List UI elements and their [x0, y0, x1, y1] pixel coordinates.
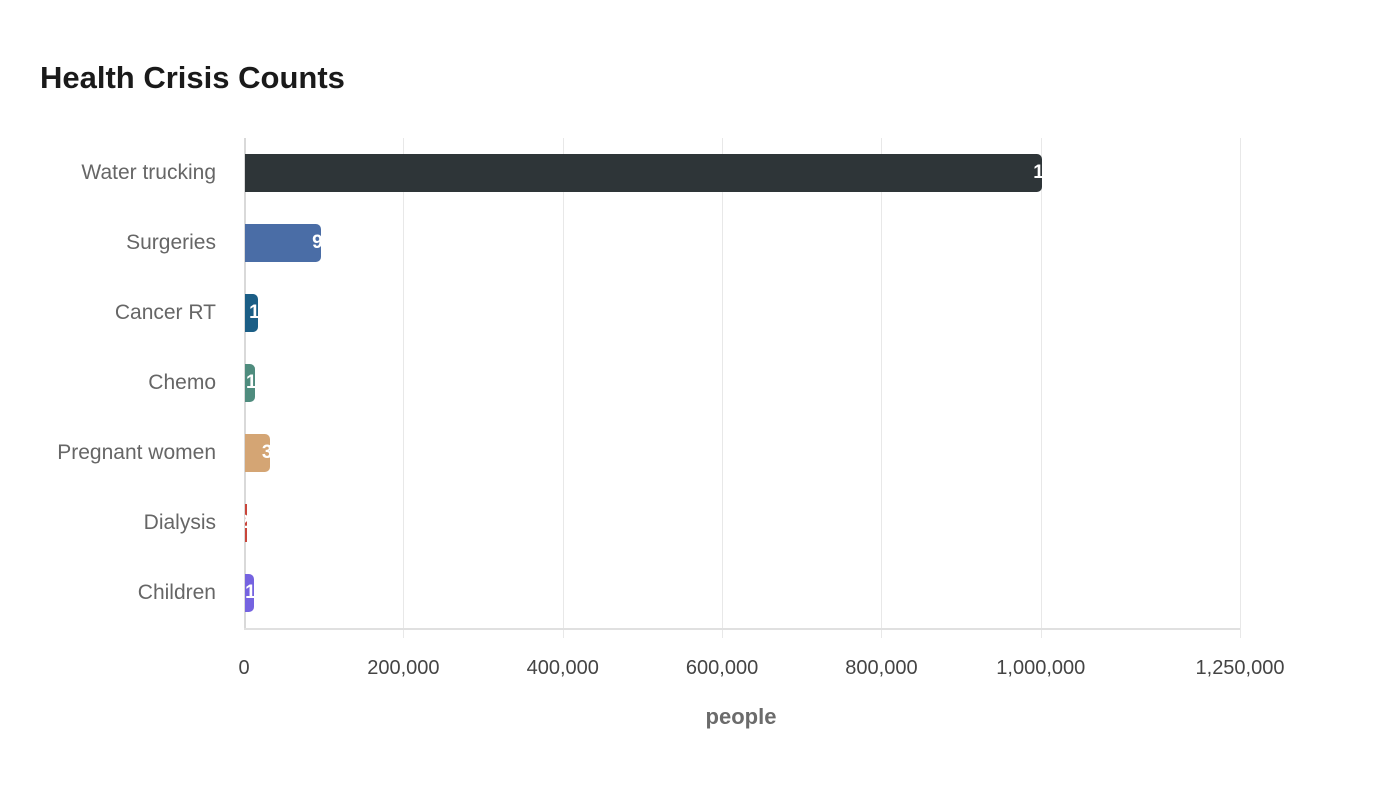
- gridline: [1041, 138, 1042, 638]
- y-axis-category-label: Cancer RT: [114, 301, 216, 324]
- x-axis-tick-label: 800,000: [845, 657, 918, 679]
- x-axis-tick-label: 200,000: [367, 657, 440, 679]
- x-axis-tick-label: 1,000,000: [996, 657, 1086, 679]
- y-axis-category-label: Pregnant women: [57, 441, 216, 464]
- gridline: [563, 138, 564, 638]
- bar-value-label: 1: [245, 372, 255, 393]
- bar[interactable]: 3: [245, 434, 271, 472]
- x-axis-tick-label: 600,000: [685, 657, 759, 679]
- bar[interactable]: 9: [245, 224, 321, 262]
- y-axis-category-label: Chemo: [148, 371, 216, 394]
- x-axis-label: people: [705, 704, 777, 729]
- gridline: [403, 138, 404, 638]
- y-axis-category-label: Children: [137, 581, 216, 604]
- plot-area: Water trucking 1 Surgeries 9 Cancer RT 1 Chemo…: [57, 138, 1241, 638]
- bar-row: Dialysis 2: [144, 488, 1240, 558]
- bar-value-label: 2: [245, 513, 247, 533]
- bar-row: Chemo 1: [148, 348, 1240, 418]
- bar-value-label: 9: [312, 232, 321, 253]
- bar[interactable]: 2: [245, 504, 247, 542]
- bar[interactable]: 1: [245, 294, 258, 332]
- y-axis-category-label: Water trucking: [81, 161, 216, 184]
- bar-value-label: 1: [1033, 162, 1042, 183]
- x-axis-line: [244, 628, 1240, 630]
- gridline: [881, 138, 882, 638]
- bar-value-label: 3: [261, 442, 271, 463]
- bar[interactable]: 1: [245, 364, 255, 402]
- bar[interactable]: 1: [245, 574, 254, 612]
- x-axis-tick-label: 1,250,000: [1195, 657, 1285, 679]
- y-axis-category-label: Dialysis: [143, 511, 216, 534]
- x-axis-tick-label: 0: [238, 657, 250, 679]
- bar-row: Cancer RT 1: [115, 278, 1240, 348]
- gridline: [1240, 138, 1241, 638]
- gridline: [722, 138, 723, 638]
- bar-row: Children 1: [138, 558, 1240, 628]
- bar-row: Water trucking 1: [81, 138, 1240, 208]
- bar-row: Pregnant women 3: [57, 418, 1240, 488]
- bar-row: Surgeries 9: [126, 208, 1240, 278]
- bar[interactable]: 1: [245, 154, 1042, 192]
- bar-value-label: 1: [249, 302, 258, 323]
- x-axis-tick-label: 400,000: [526, 657, 599, 679]
- bar-value-label: 1: [245, 582, 254, 603]
- chart-title: Health Crisis Counts: [40, 60, 345, 95]
- y-axis-category-label: Surgeries: [126, 231, 216, 254]
